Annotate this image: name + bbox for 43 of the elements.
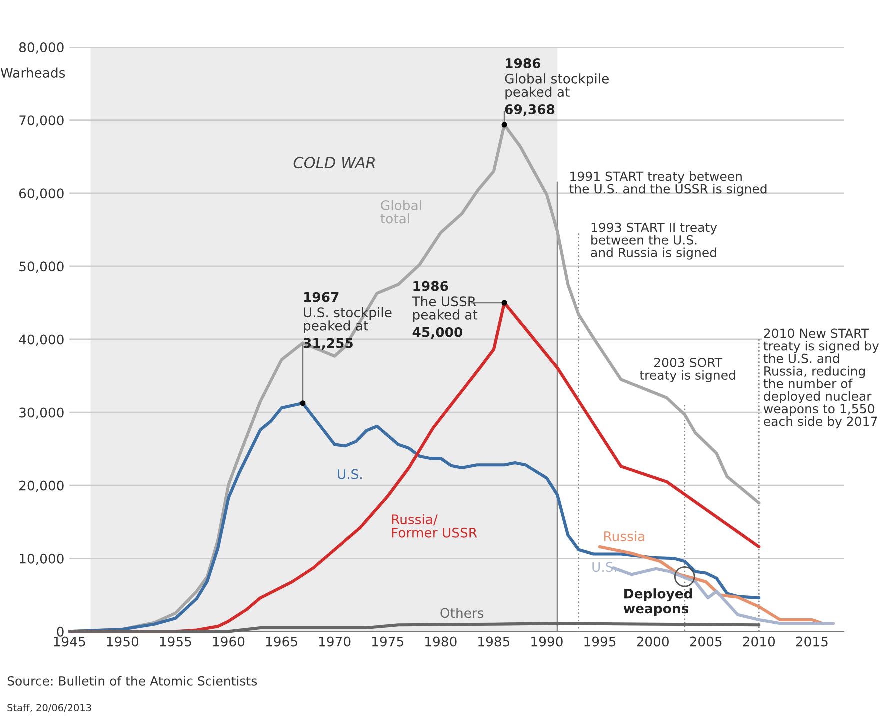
x-tick-label: 1965 (266, 636, 298, 647)
y-tick-label: 20,000 (20, 480, 64, 492)
ref-line-label: 2003 SORT treaty is signed (640, 358, 736, 382)
y-tick-label: 10,000 (20, 554, 64, 566)
annotation: Deployed weapons (624, 588, 692, 616)
band-label: COLD WAR (294, 157, 375, 169)
x-tick-label: 1945 (54, 636, 86, 647)
ref-line-label: 2010 New START treaty is signed by the U.S. and Russia, reducing the number of deployed nuclear weapons to 1,550 each side by 2017 (764, 328, 880, 429)
series-label: U.S. (592, 562, 617, 572)
series-label: U.S. (338, 469, 362, 480)
x-tick-label: 1970 (319, 636, 351, 647)
ref-line-label: 1993 START II treaty between the U.S. and Russia is signed (591, 222, 718, 260)
x-tick-label: 2015 (796, 636, 828, 647)
y-tick-label: 80,000 (19, 42, 64, 54)
x-tick-label: 1980 (426, 636, 457, 647)
series-label: Russia/ Former USSR (392, 514, 478, 538)
y-tick-label: 50,000 (20, 262, 64, 273)
y-tick-label: 30,000 (20, 408, 64, 420)
series-label: Russia (604, 531, 644, 542)
annotation: 1986 Global stockpile peaked at 69,368 (505, 58, 609, 116)
x-tick-label: 1950 (107, 636, 139, 647)
y-tick-label: 60,000 (19, 188, 64, 200)
x-tick-label: 2005 (690, 636, 722, 647)
series-label: Global total (380, 200, 422, 224)
x-tick-label: 1990 (532, 636, 563, 647)
y-tick-label: 0 (57, 626, 64, 637)
x-tick-label: 2000 (637, 636, 669, 647)
x-tick-label: 1960 (213, 636, 245, 647)
y-tick-label: 40,000 (19, 334, 64, 346)
y-tick-label: 70,000 (20, 116, 64, 127)
annotation: 1967 U.S. stockpile peaked at 31,255 (304, 292, 392, 350)
series-label: Others (440, 608, 484, 618)
x-tick-label: 1955 (160, 636, 192, 647)
x-tick-label: 1975 (372, 636, 404, 647)
x-tick-label: 1995 (584, 636, 616, 647)
x-tick-label: 2010 (743, 636, 776, 647)
source-note: Source: Bulletin of the Atomic Scientists (8, 676, 258, 686)
y-axis-title: Warheads (0, 68, 66, 78)
x-tick-label: 1985 (478, 636, 510, 647)
annotation: 1986 The USSR peaked at 45,000 (412, 281, 478, 339)
line-series (68, 622, 761, 634)
ref-line-label: 1991 START treaty between the U.S. and the USSR is signed (570, 171, 767, 196)
text: Staff, 20/06/2013 (8, 704, 92, 713)
